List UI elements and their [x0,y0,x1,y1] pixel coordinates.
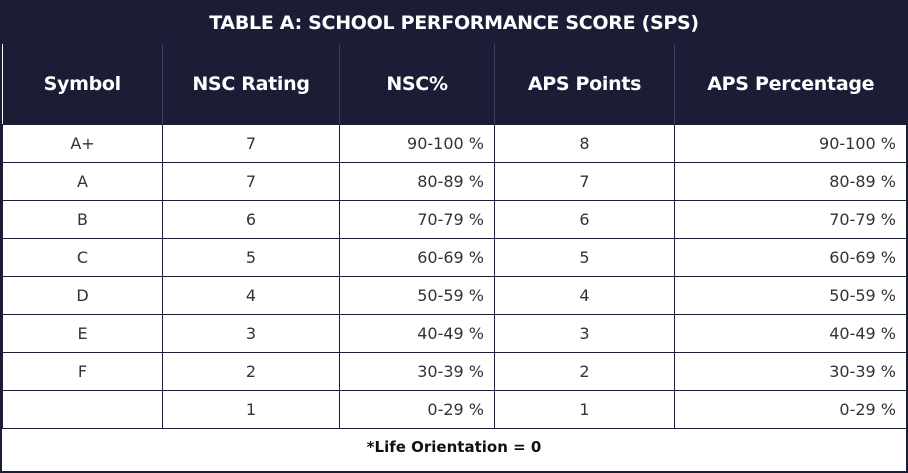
column-header: NSC Rating [162,44,340,125]
table-cell: F [2,352,163,391]
table-body: A+ 7 90-100 % 8 90-100 % A 7 80-89 % 7 80-89 % B 6 7… [2,124,907,429]
table: Symbol NSC Rating NSC% APS Points APS Percen… [2,44,907,429]
table-cell: D [2,276,163,315]
table-cell: 4 [494,276,675,315]
table-cell: 3 [162,314,340,353]
table-row: C 5 60-69 % 5 60-69 % [2,238,907,277]
table-title: TABLE A: SCHOOL PERFORMANCE SCORE (SPS) [2,2,906,44]
table-cell: 50-59 % [339,276,495,315]
table-cell: 90-100 % [674,124,907,163]
table-cell: 5 [494,238,675,277]
table-cell: C [2,238,163,277]
table-row: B 6 70-79 % 6 70-79 % [2,200,907,239]
table-cell: 6 [494,200,675,239]
column-header: NSC% [339,44,495,125]
table-cell: 7 [494,162,675,201]
table-cell: A+ [2,124,163,163]
table-row: 1 0-29 % 1 0-29 % [2,390,907,429]
table-cell: 7 [162,124,340,163]
table-cell: 80-89 % [339,162,495,201]
table-cell: 30-39 % [339,352,495,391]
column-header: Symbol [2,44,163,125]
table-row: A+ 7 90-100 % 8 90-100 % [2,124,907,163]
table-cell: 60-69 % [674,238,907,277]
column-header: APS Percentage [674,44,907,125]
table-row: A 7 80-89 % 7 80-89 % [2,162,907,201]
table-cell [2,390,163,429]
table-cell: 40-49 % [674,314,907,353]
table-cell: 1 [494,390,675,429]
table-cell: 2 [162,352,340,391]
table-cell: 90-100 % [339,124,495,163]
table-row: D 4 50-59 % 4 50-59 % [2,276,907,315]
column-header: APS Points [494,44,675,125]
table-cell: 30-39 % [674,352,907,391]
table-cell: 6 [162,200,340,239]
table-cell: 80-89 % [674,162,907,201]
table-cell: 50-59 % [674,276,907,315]
table-cell: 70-79 % [339,200,495,239]
table-cell: 60-69 % [339,238,495,277]
table-cell: 40-49 % [339,314,495,353]
table-cell: 3 [494,314,675,353]
table-cell: A [2,162,163,201]
table-cell: 2 [494,352,675,391]
table-cell: 4 [162,276,340,315]
table-cell: 70-79 % [674,200,907,239]
table-row: E 3 40-49 % 3 40-49 % [2,314,907,353]
table-cell: 0-29 % [339,390,495,429]
footnote: *Life Orientation = 0 [366,437,542,456]
table-cell: B [2,200,163,239]
table-cell: 0-29 % [674,390,907,429]
table-cell: 7 [162,162,340,201]
table-cell: 5 [162,238,340,277]
table-cell: 1 [162,390,340,429]
table-cell: 8 [494,124,675,163]
table-cell: E [2,314,163,353]
table-row: F 2 30-39 % 2 30-39 % [2,352,907,391]
header-row: Symbol NSC Rating NSC% APS Points APS Percen… [2,44,907,125]
